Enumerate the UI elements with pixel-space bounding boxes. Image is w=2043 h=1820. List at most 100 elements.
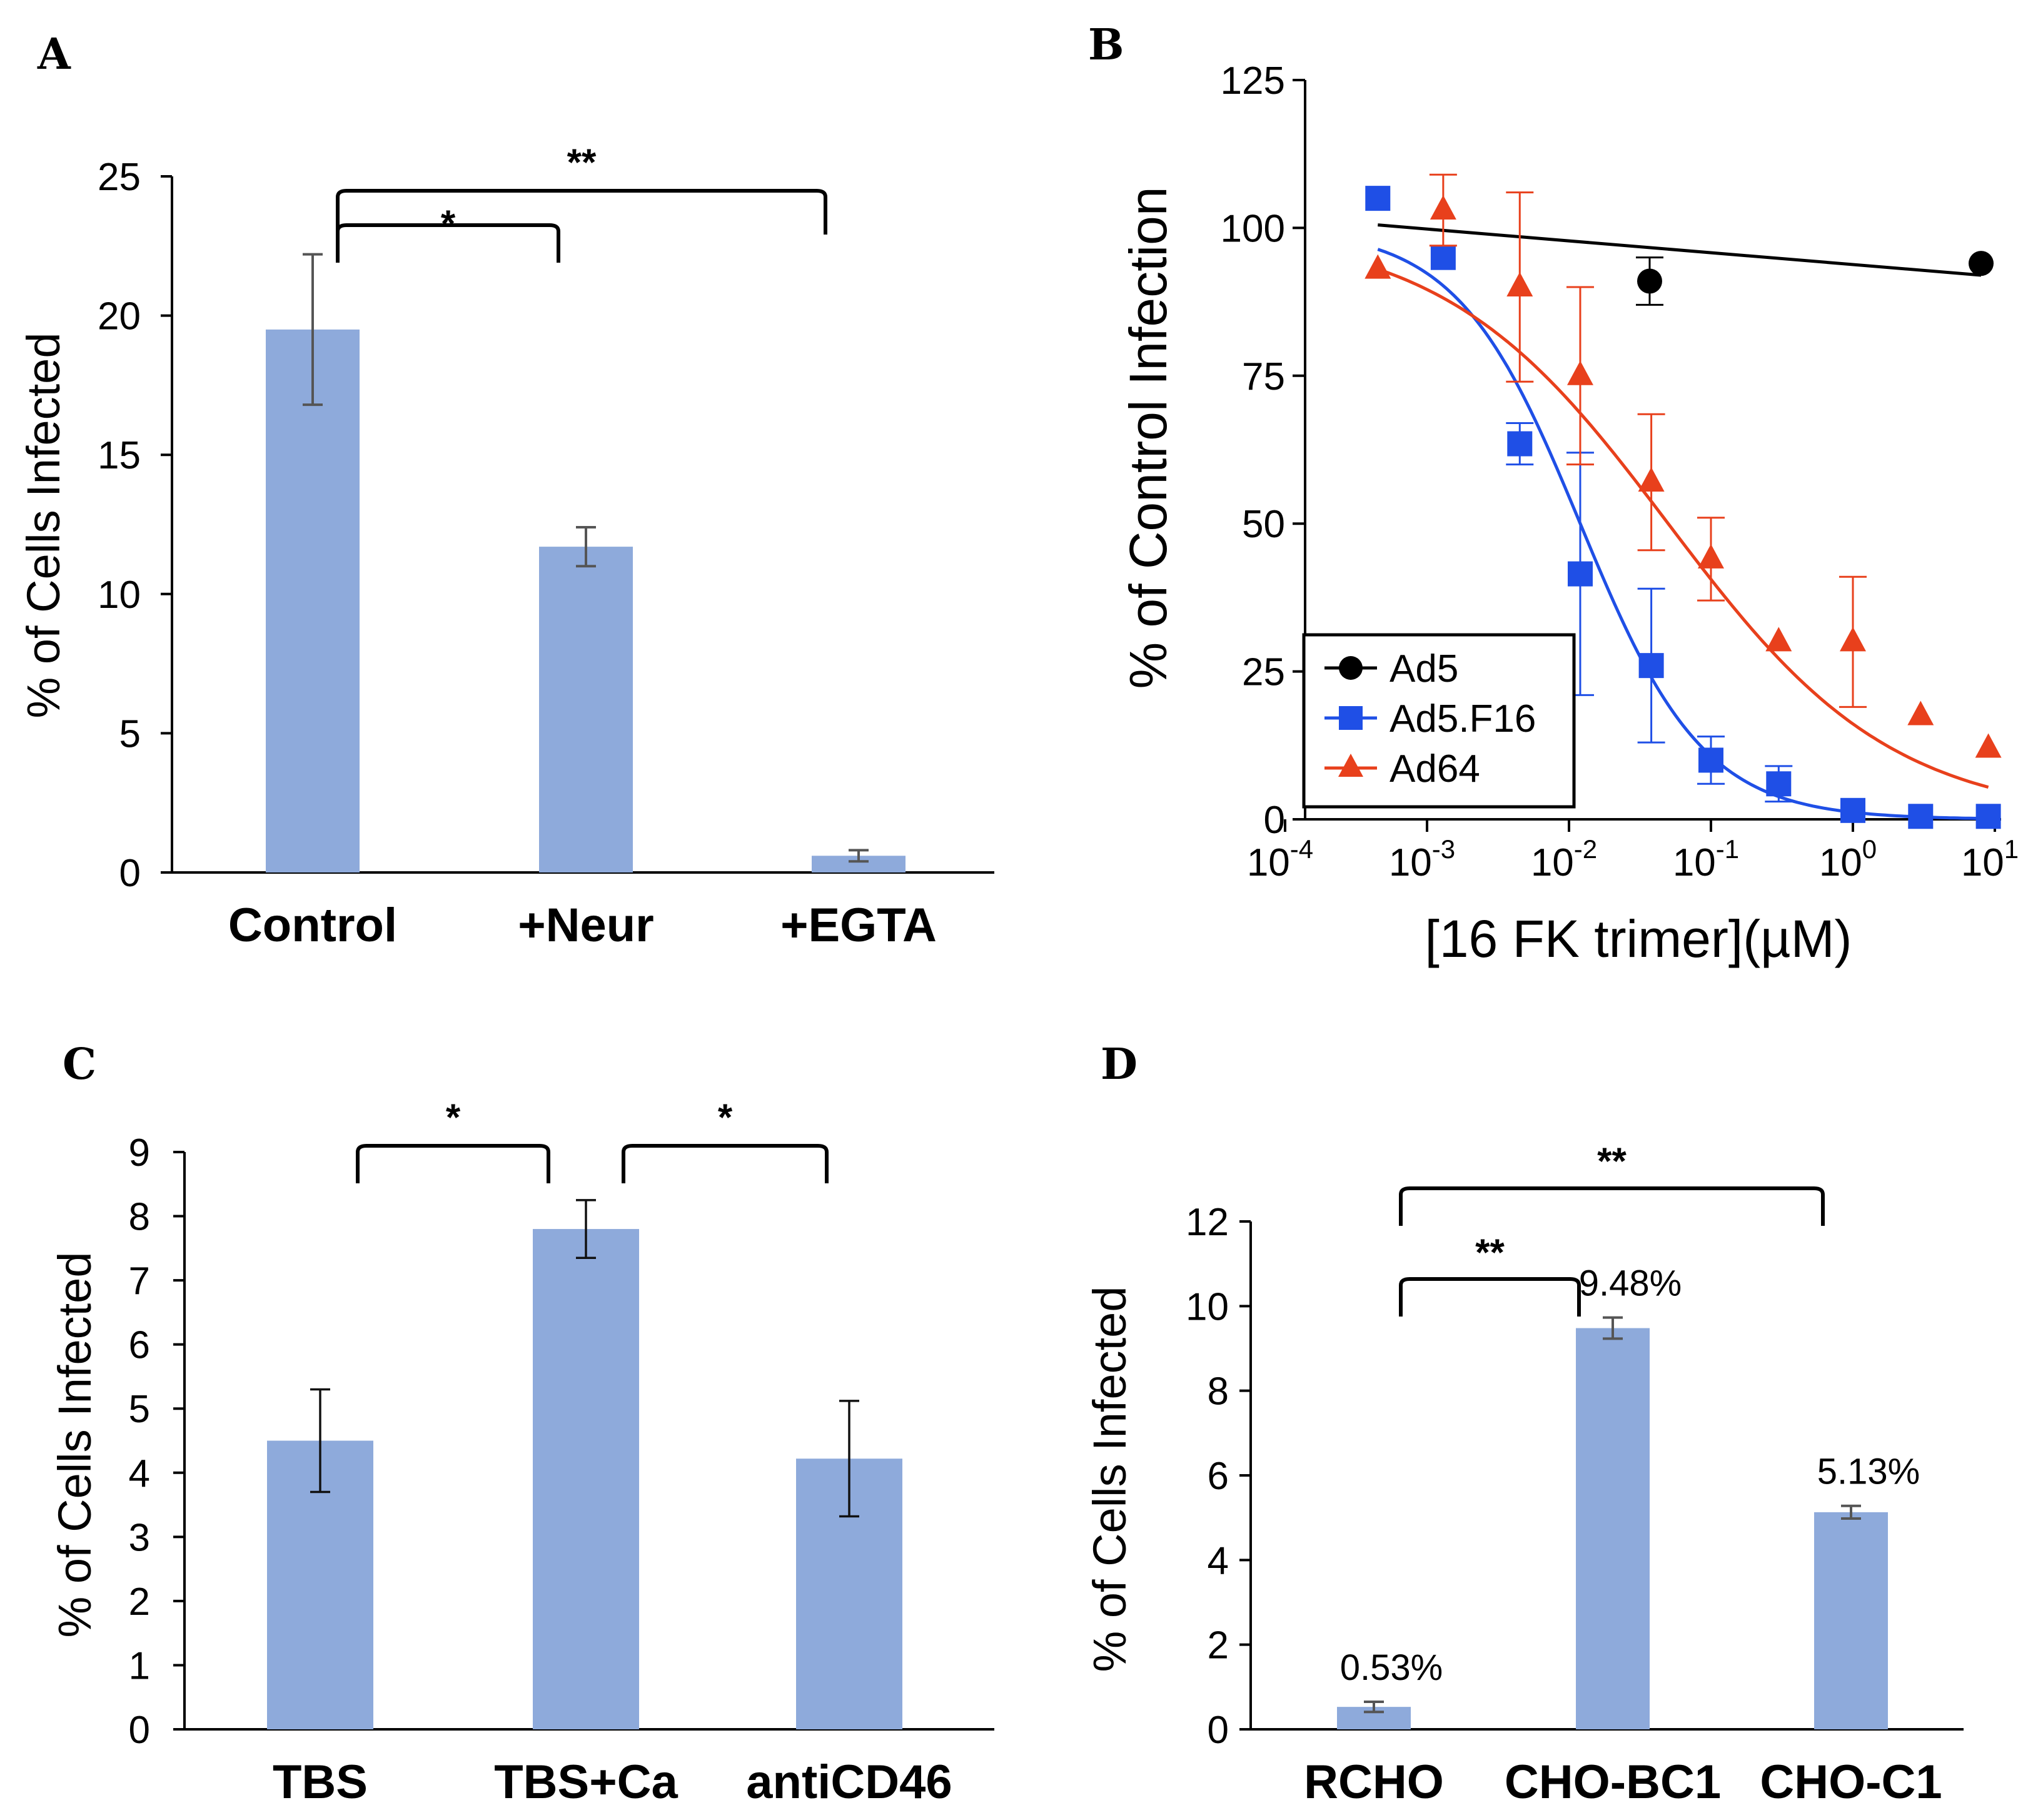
fit-line-Ad5 (1378, 223, 1982, 277)
y-tick-label: 4 (1208, 1539, 1229, 1582)
category-label: CHO-BC1 (1505, 1756, 1721, 1809)
x-tick-base: 10 (1961, 841, 2004, 884)
panel-letter: C (63, 1039, 96, 1089)
data-point-Ad64 (1430, 195, 1456, 220)
category-label: RCHO (1304, 1756, 1444, 1809)
significance-label: * (718, 1096, 733, 1138)
significance-bracket (622, 1144, 829, 1183)
y-tick-label: 7 (129, 1260, 150, 1303)
data-label: 5.13% (1817, 1452, 1920, 1492)
panel-A: A 0 5 10 15 20 25 % of Cells Infected Control +Ne… (18, 29, 994, 952)
data-point-Ad64 (1365, 254, 1391, 279)
panel-letter: A (37, 29, 71, 79)
data-label: 0.53% (1340, 1647, 1443, 1688)
data-point-Ad5.F16 (1567, 561, 1593, 587)
data-point-Ad64 (1975, 733, 2002, 758)
y-tick-label: 125 (1221, 59, 1285, 103)
data-point-Ad64 (1638, 467, 1665, 492)
significance-bracket (336, 189, 827, 235)
y-tick-label: 50 (1242, 503, 1285, 546)
bar-CHO-BC1 (1576, 1328, 1650, 1729)
data-point-Ad5.F16 (1908, 804, 1934, 829)
legend-marker (1338, 754, 1363, 777)
y-tick-label: 8 (129, 1196, 150, 1239)
data-point-Ad5.F16 (1975, 804, 2001, 829)
y-tick-label: 0 (119, 852, 141, 895)
category-label: TBS+Ca (494, 1756, 678, 1809)
y-tick-label: 9 (129, 1131, 150, 1175)
legend: Ad5 Ad5.F16 Ad64 (1302, 633, 1576, 809)
x-axis-label: [16 FK trimer](µM) (1425, 909, 1852, 968)
significance-label: * (446, 1096, 461, 1138)
x-tick-base: 10 (1389, 841, 1432, 884)
category-label: +EGTA (780, 899, 937, 952)
y-tick-label: 8 (1208, 1370, 1229, 1413)
y-tick-label: 25 (1242, 651, 1285, 694)
y-tick-label: 2 (1208, 1624, 1229, 1667)
y-axis-label: % of Control Infection (1119, 186, 1178, 689)
x-tick-label: 101 (1961, 834, 2019, 884)
legend-label: Ad5 (1390, 647, 1458, 690)
data-point-Ad5 (1637, 268, 1662, 294)
y-tick-label: 15 (98, 434, 141, 477)
bar-Control (266, 329, 360, 872)
data-point-Ad5.F16 (1638, 653, 1664, 679)
significance-bracket (356, 1144, 550, 1183)
y-axis-label: % of Cells Infected (49, 1252, 101, 1638)
x-tick-label: 10-2 (1531, 834, 1597, 884)
y-tick-label: 0 (129, 1709, 150, 1752)
y-tick-label: 20 (98, 295, 141, 338)
y-tick-label: 25 (98, 156, 141, 199)
y-tick-label: 5 (119, 712, 141, 756)
legend-label: Ad5.F16 (1390, 697, 1536, 741)
data-point-Ad64 (1698, 543, 1724, 569)
y-tick-label: 3 (129, 1516, 150, 1559)
x-tick-label: 10-4 (1247, 834, 1313, 884)
y-tick-label: 10 (98, 574, 141, 617)
significance-label: ** (567, 141, 597, 183)
significance-label: * (441, 203, 456, 245)
category-label: TBS (273, 1756, 368, 1809)
category-label: CHO-C1 (1760, 1756, 1942, 1809)
x-tick-exponent: 0 (1862, 834, 1877, 864)
panel-D: D 0 2 4 6 8 10 12 % of Cells Infected RCHO 0.53% CH… (1084, 1039, 1964, 1809)
data-point-Ad5.F16 (1840, 797, 1865, 823)
x-tick-exponent: 1 (2004, 834, 2019, 864)
y-tick-label: 5 (129, 1388, 150, 1431)
significance-label: ** (1597, 1140, 1627, 1182)
bar-CHO-C1 (1814, 1512, 1888, 1729)
y-tick-label: 2 (129, 1580, 150, 1624)
legend-label: Ad64 (1390, 747, 1480, 791)
category-label: antiCD46 (746, 1756, 952, 1809)
data-label: 9.48% (1579, 1263, 1682, 1304)
y-tick-label: 6 (1208, 1455, 1229, 1498)
legend-marker (1339, 656, 1363, 680)
data-point-Ad64 (1840, 627, 1866, 652)
fit-curve-Ad5.F16 (1377, 248, 1989, 821)
category-label: +Neur (518, 899, 654, 952)
data-point-Ad5.F16 (1430, 245, 1456, 270)
x-tick-exponent: -1 (1716, 834, 1739, 864)
category-label: Control (228, 899, 397, 952)
data-point-Ad64 (1506, 271, 1533, 296)
y-tick-label: 12 (1186, 1201, 1229, 1244)
x-tick-label: 100 (1819, 834, 1877, 884)
y-tick-label: 100 (1221, 207, 1285, 250)
y-tick-label: 10 (1186, 1285, 1229, 1328)
data-point-Ad64 (1907, 700, 1934, 725)
x-tick-base: 10 (1247, 841, 1290, 884)
x-tick-base: 10 (1819, 841, 1862, 884)
fit-curve-Ad64 (1377, 267, 1989, 789)
y-tick-label: 0 (1208, 1709, 1229, 1752)
y-tick-label: 6 (129, 1324, 150, 1367)
data-point-Ad5.F16 (1365, 186, 1391, 211)
y-tick-label: 75 (1242, 355, 1285, 398)
y-tick-label: 1 (129, 1644, 150, 1687)
data-point-Ad5 (1969, 251, 1994, 276)
x-tick-exponent: -3 (1432, 834, 1455, 864)
significance-bracket (1399, 1277, 1581, 1317)
x-tick-base: 10 (1531, 841, 1574, 884)
data-point-Ad5.F16 (1507, 431, 1533, 457)
